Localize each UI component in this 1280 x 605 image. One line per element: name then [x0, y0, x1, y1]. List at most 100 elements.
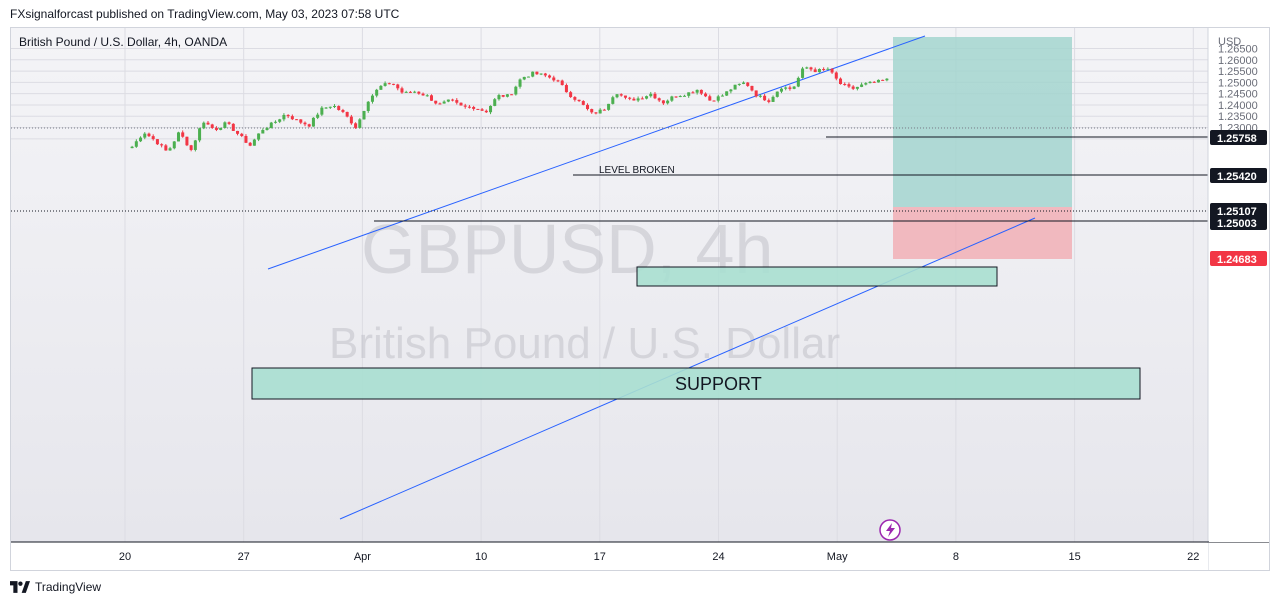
candle-body[interactable] — [779, 88, 783, 92]
candle-body[interactable] — [758, 95, 762, 97]
candle-body[interactable] — [497, 95, 501, 100]
candle-body[interactable] — [354, 123, 358, 128]
candle-body[interactable] — [417, 91, 421, 94]
candle-body[interactable] — [387, 83, 391, 85]
candle-body[interactable] — [147, 133, 151, 137]
candle-body[interactable] — [767, 100, 771, 102]
candle-body[interactable] — [695, 89, 699, 93]
candle-body[interactable] — [746, 82, 750, 86]
candle-body[interactable] — [231, 123, 235, 131]
candle-body[interactable] — [556, 80, 560, 82]
candle-body[interactable] — [303, 122, 307, 125]
candle-body[interactable] — [341, 109, 345, 112]
candle-body[interactable] — [185, 136, 189, 146]
candle-body[interactable] — [763, 95, 767, 101]
candle-body[interactable] — [522, 76, 526, 80]
upper-trendline[interactable] — [267, 35, 926, 270]
candle-body[interactable] — [598, 109, 602, 114]
candle-body[interactable] — [489, 105, 493, 113]
candle-body[interactable] — [754, 90, 758, 97]
candle-body[interactable] — [607, 103, 611, 110]
candle-body[interactable] — [813, 69, 817, 73]
candle-body[interactable] — [645, 96, 649, 99]
candle-body[interactable] — [248, 142, 252, 146]
candle-body[interactable] — [269, 122, 273, 128]
candle-body[interactable] — [463, 105, 467, 107]
candle-body[interactable] — [531, 71, 535, 77]
candle-body[interactable] — [872, 81, 876, 83]
candle-body[interactable] — [299, 119, 303, 123]
candle-body[interactable] — [594, 112, 598, 114]
candle-body[interactable] — [273, 121, 277, 123]
footer[interactable]: TradingView — [10, 580, 101, 594]
candle-body[interactable] — [370, 95, 374, 102]
candle-body[interactable] — [400, 88, 404, 93]
candle-body[interactable] — [543, 73, 547, 76]
candle-body[interactable] — [151, 136, 155, 140]
candle-body[interactable] — [311, 117, 315, 127]
candle-body[interactable] — [632, 98, 636, 101]
candle-body[interactable] — [564, 85, 568, 93]
candle-body[interactable] — [868, 81, 872, 84]
candle-body[interactable] — [855, 86, 859, 89]
candle-body[interactable] — [455, 100, 459, 103]
candle-body[interactable] — [383, 83, 387, 86]
candle-body[interactable] — [552, 77, 556, 81]
candle-body[interactable] — [134, 141, 138, 147]
candle-body[interactable] — [518, 79, 522, 87]
candle-body[interactable] — [847, 84, 851, 87]
candle-body[interactable] — [805, 67, 809, 69]
candle-body[interactable] — [413, 91, 417, 93]
candle-body[interactable] — [429, 95, 433, 101]
candle-body[interactable] — [193, 140, 197, 150]
candle-body[interactable] — [505, 94, 509, 97]
price-scale[interactable] — [1209, 28, 1269, 542]
candle-body[interactable] — [206, 122, 210, 125]
candle-body[interactable] — [328, 106, 332, 108]
candle-body[interactable] — [168, 148, 172, 151]
candle-body[interactable] — [771, 96, 775, 102]
candle-body[interactable] — [425, 95, 429, 97]
candle-body[interactable] — [480, 109, 484, 111]
candle-body[interactable] — [295, 119, 299, 121]
candle-body[interactable] — [476, 108, 480, 110]
candle-body[interactable] — [674, 96, 678, 98]
candle-body[interactable] — [666, 100, 670, 104]
candle-body[interactable] — [615, 94, 619, 98]
candle-body[interactable] — [640, 98, 644, 100]
candle-body[interactable] — [139, 137, 143, 142]
lightning-icon[interactable] — [879, 519, 901, 541]
candle-body[interactable] — [442, 101, 446, 104]
candle-body[interactable] — [788, 87, 792, 89]
candle-body[interactable] — [712, 100, 716, 102]
candle-body[interactable] — [636, 98, 640, 101]
candle-body[interactable] — [434, 100, 438, 104]
candle-body[interactable] — [851, 86, 855, 89]
candle-body[interactable] — [792, 86, 796, 89]
candle-body[interactable] — [699, 89, 703, 94]
candle-body[interactable] — [733, 84, 737, 90]
candle-body[interactable] — [822, 69, 826, 71]
candle-body[interactable] — [366, 101, 370, 111]
candle-body[interactable] — [472, 107, 476, 109]
candle-body[interactable] — [548, 75, 552, 78]
candle-body[interactable] — [682, 95, 686, 97]
candle-body[interactable] — [809, 67, 813, 70]
candle-body[interactable] — [349, 116, 353, 124]
candle-body[interactable] — [337, 106, 341, 110]
candle-body[interactable] — [421, 93, 425, 96]
time-scale[interactable] — [11, 543, 1208, 570]
candle-body[interactable] — [236, 130, 240, 134]
candle-body[interactable] — [775, 91, 779, 97]
candle-body[interactable] — [817, 69, 821, 73]
candle-body[interactable] — [282, 114, 286, 120]
candle-body[interactable] — [278, 119, 282, 122]
candle-body[interactable] — [704, 93, 708, 97]
candle-body[interactable] — [257, 133, 261, 140]
candle-body[interactable] — [362, 110, 366, 120]
candle-body[interactable] — [219, 127, 223, 130]
candle-body[interactable] — [881, 79, 885, 81]
candle-body[interactable] — [181, 132, 185, 137]
candle-body[interactable] — [742, 82, 746, 84]
candle-body[interactable] — [240, 133, 244, 137]
